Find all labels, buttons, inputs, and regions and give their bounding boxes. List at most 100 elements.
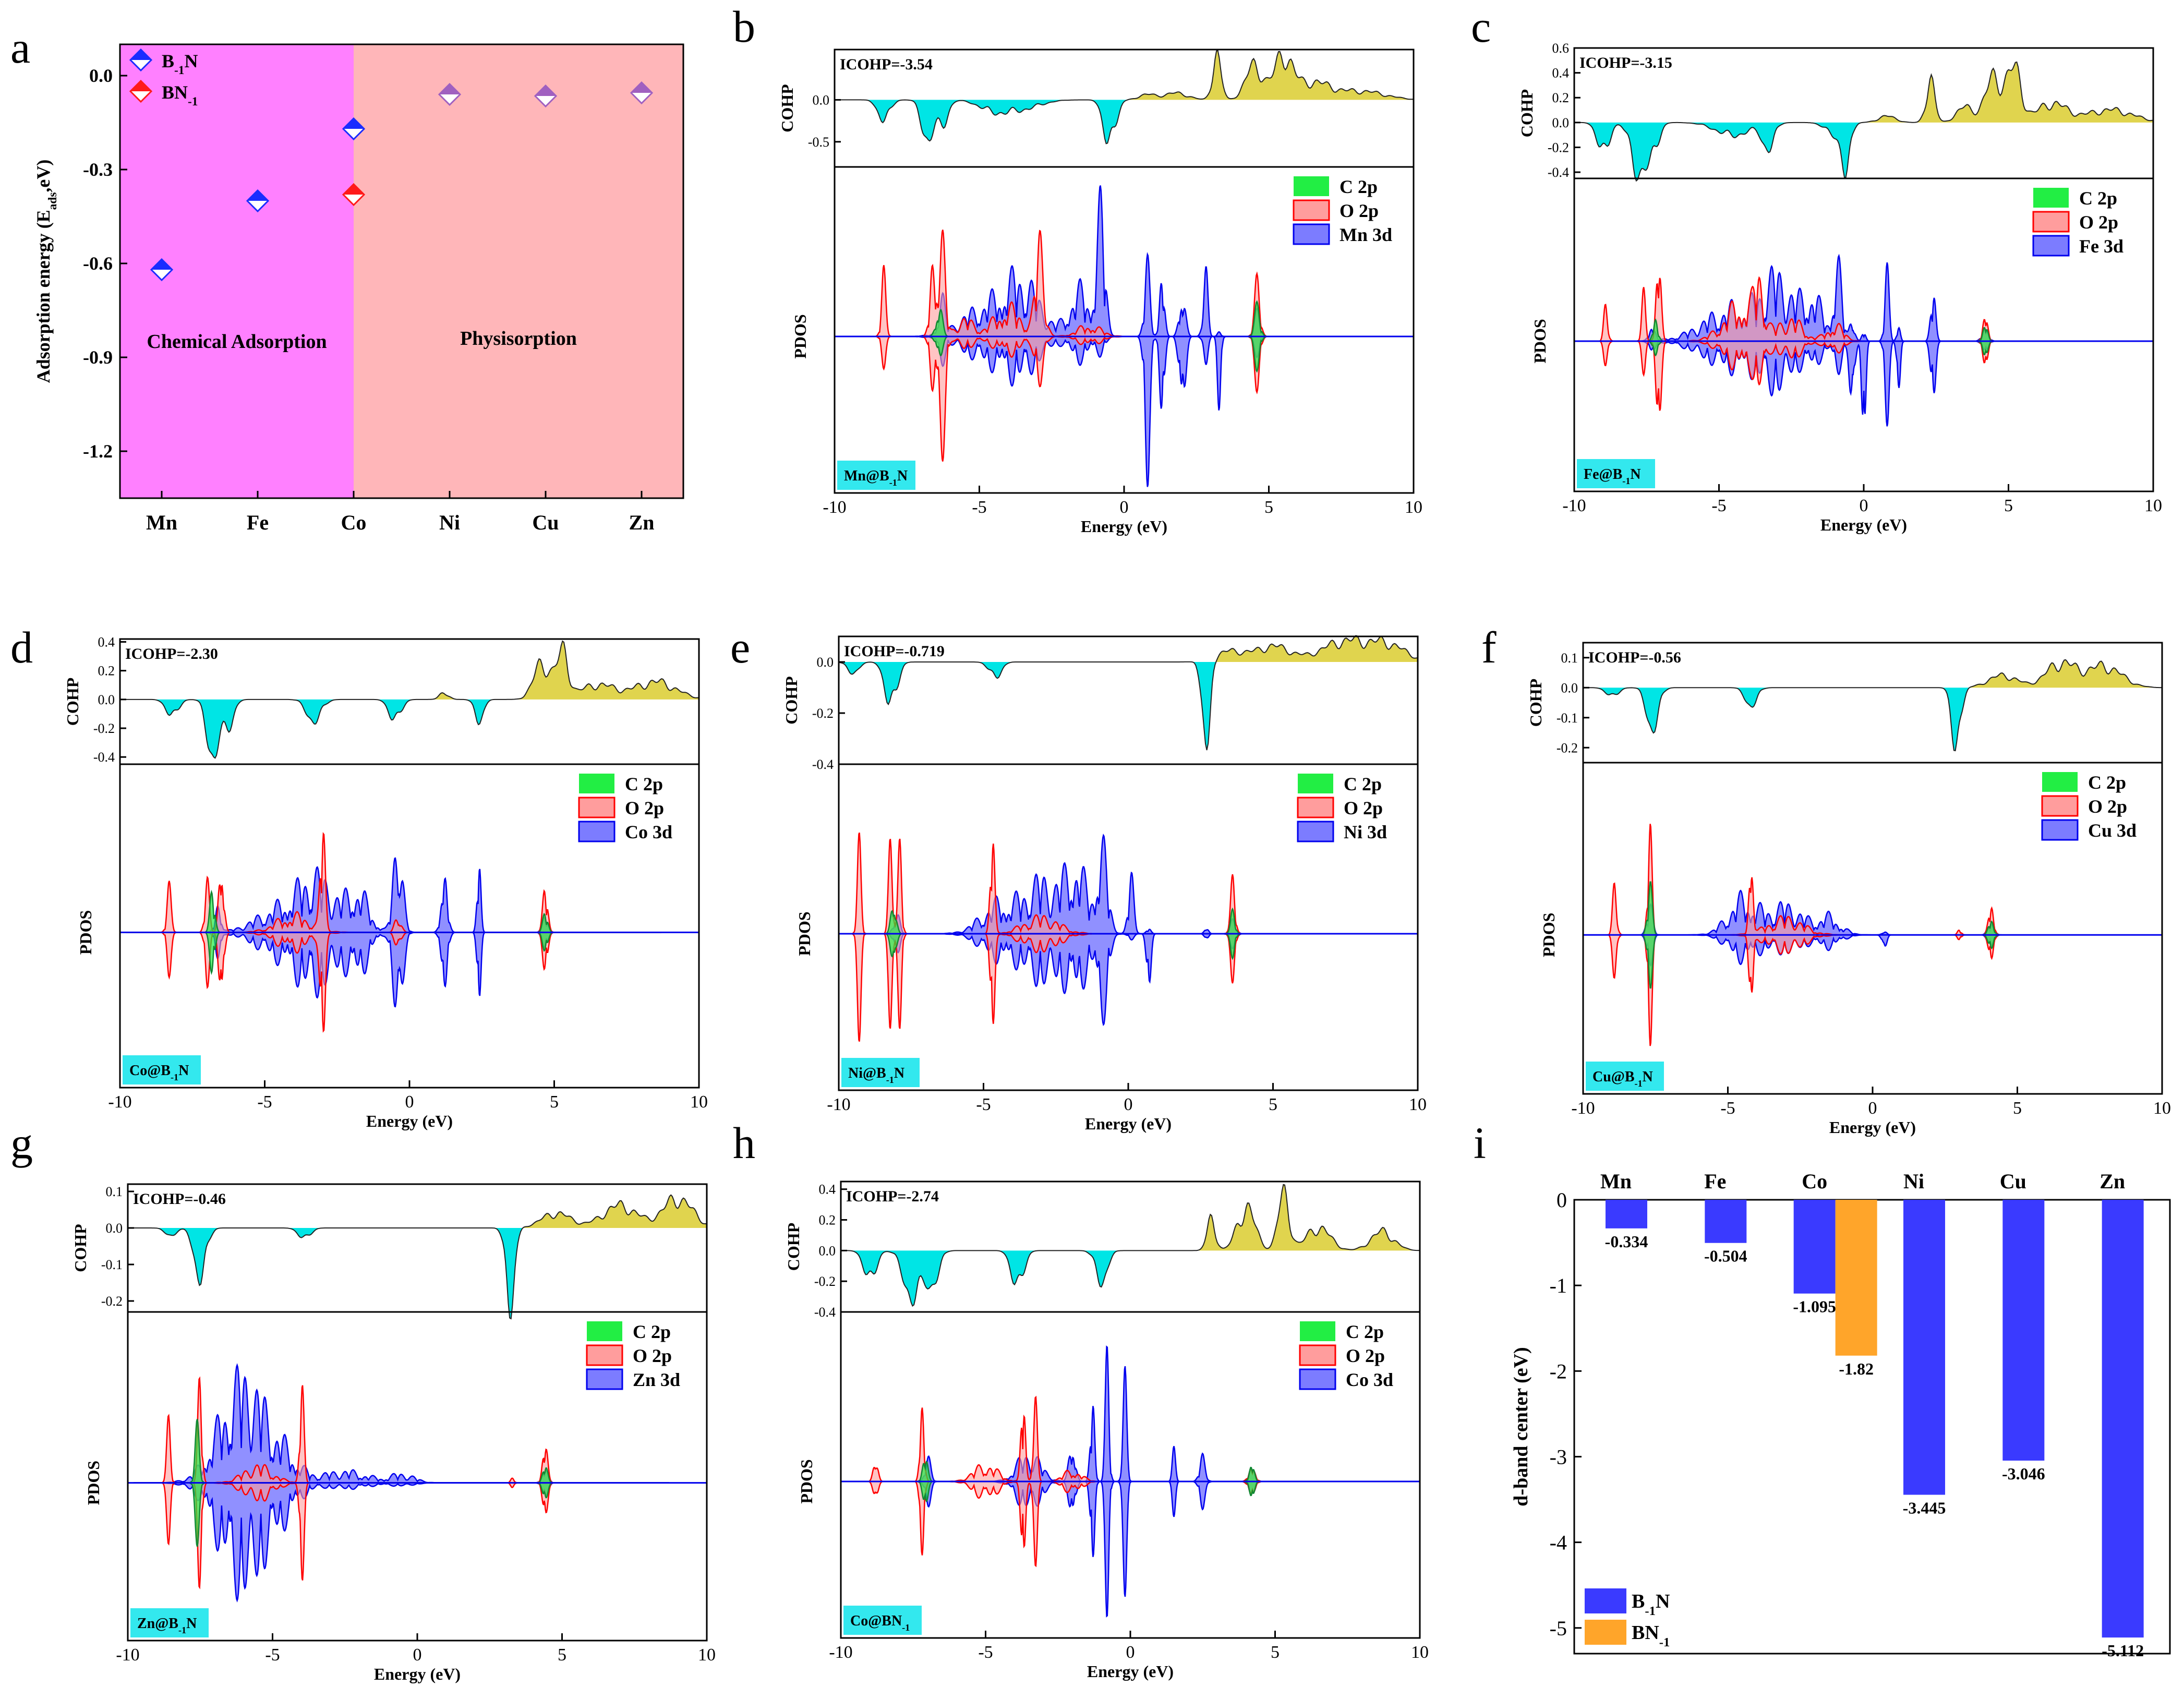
cohp-ytick-label: 0.0 <box>1561 680 1578 695</box>
cohp-negative-area <box>841 1250 1420 1306</box>
x-axis-label: Energy (eV) <box>366 1112 453 1130</box>
x-tick-label: 5 <box>1269 1095 1277 1114</box>
x-tick-label: -10 <box>823 498 846 517</box>
x-tick-label: 5 <box>550 1092 559 1112</box>
x-tick-label: 0 <box>405 1092 414 1112</box>
cohp-positive-area <box>839 635 1418 662</box>
point-b1n-Ni-fill <box>439 84 460 94</box>
legend-swatch-2 <box>2032 235 2070 257</box>
bar-b1n-Mn <box>1606 1200 1647 1228</box>
x-tick-label: -5 <box>1711 496 1726 515</box>
category-label-Ni: Ni <box>1903 1170 1924 1193</box>
structure-tag: Zn@B-1N <box>137 1616 197 1635</box>
cohp-positive-area <box>841 1184 1420 1251</box>
legend-swatch-1 <box>578 797 616 818</box>
x-axis-label: Energy (eV) <box>374 1665 461 1683</box>
bar-label-b1n-Co: -1.095 <box>1793 1297 1836 1316</box>
panel-letter-f: f <box>1481 622 1497 672</box>
legend-b1n-label: B-1N <box>1632 1590 1670 1618</box>
cohp-ytick-label: -0.2 <box>814 1274 836 1289</box>
y-tick-label: 0.0 <box>89 65 113 86</box>
bar-bn1-Co <box>1835 1200 1877 1356</box>
structure-tag-bg <box>1577 459 1655 488</box>
cohp-ytick-label: -0.1 <box>101 1257 123 1272</box>
point-b1n-Mn-fill <box>151 259 172 270</box>
plot-frame <box>119 43 684 499</box>
bar-label-b1n-Cu: -3.046 <box>2002 1464 2045 1483</box>
y-tick-label: -1 <box>1550 1274 1567 1297</box>
x-tick-label: -5 <box>1720 1099 1735 1118</box>
pdos-metal-3d-up <box>1589 889 2125 936</box>
y-tick-label: -0.3 <box>83 159 113 180</box>
legend-swatch-2 <box>578 821 616 842</box>
legend-label-0: C 2p <box>1340 176 1378 197</box>
pdos-ylabel: PDOS <box>1530 319 1549 363</box>
bar-label-b1n-Zn: -5.112 <box>2102 1641 2144 1660</box>
legend-label-2: Zn 3d <box>633 1369 680 1390</box>
legend-label-2: Cu 3d <box>2088 820 2137 841</box>
x-tick-label: Ni <box>439 511 460 534</box>
legend-label-2: Co 3d <box>1346 1369 1393 1390</box>
cohp-ylabel: COHP <box>63 678 82 726</box>
panel-d: 0.4 0.2 0.0 -0.2 -0.4 COHP PDOS ICOHP=-2.30 -10 -… <box>63 635 708 1130</box>
cohp-ytick-label: -0.2 <box>93 721 115 736</box>
cohp-ytick-label: 0.4 <box>819 1182 836 1197</box>
cohp-ytick-label: 0.0 <box>106 1221 123 1236</box>
cohp-positive-area <box>120 641 699 700</box>
legend-swatch-2 <box>1299 1368 1336 1390</box>
cohp-negative-area <box>839 662 1418 751</box>
legend-swatch-1 <box>2032 211 2070 233</box>
icohp-label: ICOHP=-2.74 <box>846 1188 939 1205</box>
x-tick-label: Fe <box>247 511 269 534</box>
legend-label-2: Ni 3d <box>1344 822 1387 842</box>
panel-c: 0.6 0.4 0.2 0.0 -0.2 -0.4 COHP PDOS ICOHP=-3.15 -… <box>1517 41 2162 534</box>
cohp-ytick-label: -0.2 <box>101 1294 123 1309</box>
cohp-curve <box>841 1184 1420 1307</box>
pdos-metal-3d-down <box>1589 934 2125 967</box>
pdos-metal-3d-down <box>844 933 1380 1027</box>
x-tick-label: -5 <box>972 498 986 517</box>
pdos-metal-3d-down <box>134 1482 669 1603</box>
legend-bn1-marker-fill <box>130 81 151 91</box>
legend-b1n-swatch <box>1585 1588 1626 1613</box>
cohp-ytick-label: 0.6 <box>1552 41 1570 56</box>
x-tick-label: -10 <box>116 1645 139 1665</box>
legend-bn1-label: BN-1 <box>1632 1622 1670 1649</box>
point-b1n-Co-fill <box>343 118 364 129</box>
x-tick-label: -5 <box>257 1092 272 1112</box>
cohp-curve <box>835 50 1414 144</box>
point-bn1-Co-fill <box>343 184 364 195</box>
cohp-ytick-label: 0.2 <box>819 1213 836 1228</box>
pdos-c-2p-up <box>847 1460 1382 1483</box>
legend-bn1-label: BN-1 <box>162 82 198 109</box>
y-tick-label: 0 <box>1556 1188 1567 1212</box>
legend-swatch-0 <box>2042 772 2078 792</box>
bar-b1n-Ni <box>1903 1200 1945 1495</box>
x-tick-label: 10 <box>1411 1643 1429 1662</box>
cohp-positive-area <box>1574 62 2153 123</box>
cohp-ytick-label: 0.0 <box>1552 115 1570 130</box>
region-label-physisorption: Physisorption <box>460 328 577 350</box>
x-tick-label: 0 <box>1124 1095 1133 1114</box>
structure-tag: Co@BN-1 <box>850 1613 910 1633</box>
cohp-ytick-label: 0.1 <box>106 1184 123 1199</box>
panel-letter-a: a <box>10 22 30 73</box>
structure-tag-bg <box>841 1058 920 1087</box>
y-axis-label: d-band center (eV) <box>1510 1347 1532 1506</box>
x-tick-label: 10 <box>2153 1099 2171 1118</box>
x-axis-label: Energy (eV) <box>1087 1662 1174 1681</box>
x-tick-label: 5 <box>2004 496 2013 515</box>
panel-a: Chemical Adsorption Physisorption 0.0 -0.3 -… <box>33 43 684 534</box>
cohp-ytick-label: -0.4 <box>93 750 115 765</box>
legend-swatch-0 <box>2033 188 2069 208</box>
legend-swatch-2 <box>586 1368 623 1390</box>
pdos-metal-3d-up <box>844 833 1380 935</box>
x-tick-label: Co <box>341 511 367 534</box>
legend-b1n-marker-fill <box>130 50 151 60</box>
cohp-ytick-label: 0.0 <box>819 1243 836 1258</box>
x-axis-label: Energy (eV) <box>1829 1118 1916 1137</box>
y-tick-label: -3 <box>1550 1445 1567 1468</box>
legend-label-1: O 2p <box>625 798 664 818</box>
y-tick-label: -0.9 <box>83 347 113 368</box>
cohp-ylabel: COHP <box>784 1223 803 1271</box>
